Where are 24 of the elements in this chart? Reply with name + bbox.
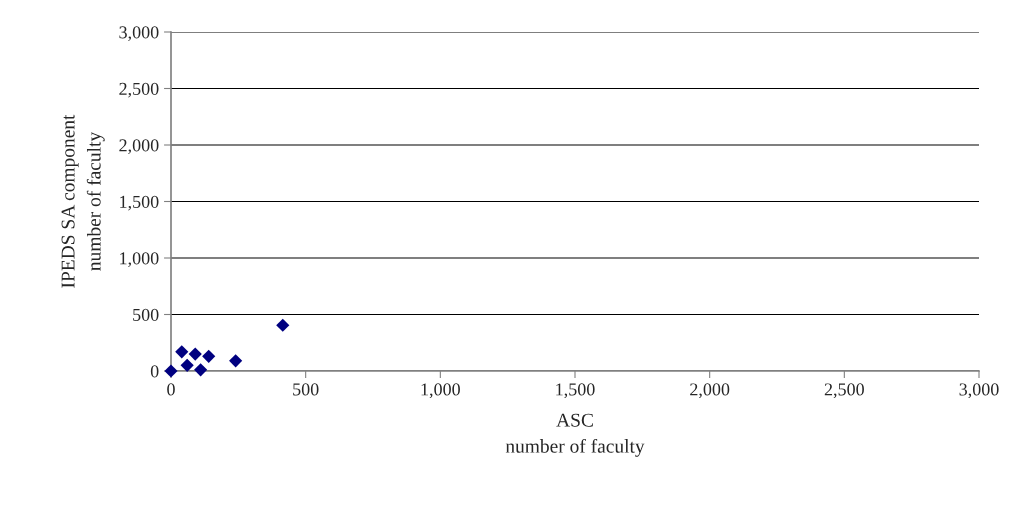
x-tick-label: 500 xyxy=(293,383,319,396)
point xyxy=(276,318,290,332)
point xyxy=(229,354,243,368)
x-tick-label: 2,000 xyxy=(690,383,730,399)
x-tick-label: 1,000 xyxy=(421,383,460,399)
y-tick-label: 3,000 xyxy=(119,26,159,42)
y-tick-label: 500 xyxy=(133,308,159,321)
x-tick-label: 3,000 xyxy=(959,383,999,399)
y-tick-label: 1,000 xyxy=(120,252,159,268)
x-tick-label: 1,500 xyxy=(556,383,595,399)
point xyxy=(175,345,189,359)
point xyxy=(180,358,194,372)
point xyxy=(202,349,216,363)
y-tick-label: 2,000 xyxy=(119,139,159,155)
y-axis-title: IPEDS SA component number of faculty xyxy=(61,114,105,288)
x-tick-label: 2,500 xyxy=(824,383,864,399)
point xyxy=(194,363,208,377)
point xyxy=(188,347,202,361)
x-axis-title: ASC number of faculty xyxy=(505,413,645,457)
y-tick-label: 1,500 xyxy=(120,195,159,211)
point xyxy=(164,364,178,378)
y-tick-label: 2,500 xyxy=(119,82,159,98)
y-tick-label: 0 xyxy=(150,365,159,378)
x-tick-label: 0 xyxy=(167,383,175,396)
